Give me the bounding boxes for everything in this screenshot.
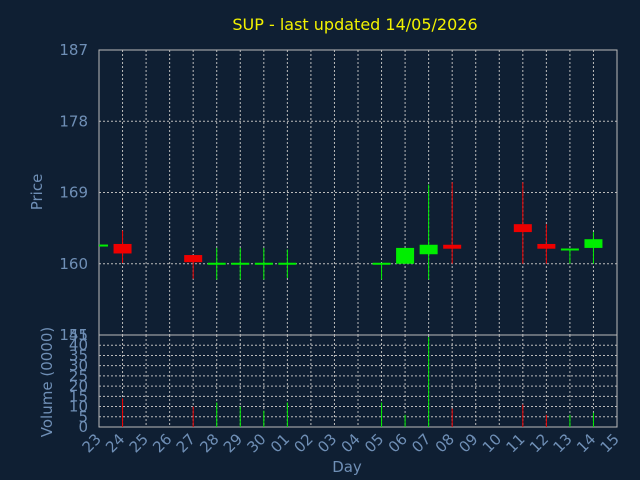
volume-tick-label: 45: [69, 326, 88, 344]
x-axis-label: Day: [332, 458, 362, 476]
volume-tick-label: 15: [69, 387, 88, 405]
volume-tick-label: 10: [69, 398, 88, 416]
x-tick-label: 10: [479, 430, 505, 456]
price-panel: 187 178 169 160 151: [59, 41, 618, 344]
candle-body: [584, 239, 603, 248]
x-tick-label: 11: [502, 430, 528, 456]
x-tick-label: 26: [149, 430, 175, 456]
price-tick-label: 187: [59, 41, 88, 59]
x-tick-label: 14: [573, 430, 599, 456]
volume-tick-label: 30: [69, 357, 88, 375]
candle-body: [537, 243, 556, 249]
x-tick-label: 02: [291, 430, 317, 456]
volume-tick-label: 5: [78, 408, 88, 426]
volume-bars: [122, 337, 594, 427]
candle-body: [560, 248, 579, 251]
price-gridlines: [99, 50, 617, 335]
x-tick-label: 01: [267, 430, 293, 456]
x-tick-label: 08: [432, 430, 458, 456]
x-tick-label: 07: [408, 430, 434, 456]
candles: [99, 182, 603, 280]
price-tick-label: 178: [59, 112, 88, 130]
price-tick-label: 169: [59, 184, 88, 202]
price-tick-labels: 187 178 169 160 151: [59, 41, 88, 344]
candle-body: [396, 247, 415, 264]
chart-title: SUP - last updated 14/05/2026: [232, 15, 477, 34]
candle-body: [231, 262, 250, 265]
volume-gridlines: [99, 335, 617, 427]
x-tick-label: 06: [385, 430, 411, 456]
x-tick-labels: 2324252627282930010203040506070809101112…: [79, 430, 623, 456]
candle-body: [443, 244, 462, 249]
x-tick-label: 04: [338, 430, 364, 456]
x-tick-label: 12: [526, 430, 552, 456]
candle-body: [99, 244, 108, 247]
x-tick-label: 28: [196, 430, 222, 456]
price-tick-label: 151: [59, 326, 88, 344]
volume-axis-label: Volume (0000): [38, 327, 56, 437]
candle-body: [419, 244, 438, 255]
candle-body: [254, 262, 273, 265]
x-tick-label: 05: [361, 430, 387, 456]
x-tick-label: 25: [126, 430, 152, 456]
volume-tick-label: 0: [78, 418, 88, 436]
x-tick-label: 27: [173, 430, 199, 456]
candle-body: [184, 255, 203, 263]
volume-tick-label: 25: [69, 367, 88, 385]
x-tick-label: 03: [314, 430, 340, 456]
x-tick-label: 09: [455, 430, 481, 456]
candle-body: [372, 262, 391, 265]
candle-body: [113, 243, 132, 254]
candle-body: [513, 224, 532, 233]
price-tick-label: 160: [59, 255, 88, 273]
candle-body: [207, 262, 226, 265]
x-tick-label: 13: [550, 430, 576, 456]
volume-tick-label: 35: [69, 346, 88, 364]
x-tick-label: 29: [220, 430, 246, 456]
volume-tick-label: 40: [69, 336, 88, 354]
volume-tick-label: 20: [69, 377, 88, 395]
y-axis-label: Price: [28, 174, 46, 211]
x-tick-label: 24: [102, 430, 128, 456]
candle-body: [278, 262, 297, 265]
x-tick-label: 15: [597, 430, 623, 456]
x-tick-label: 30: [243, 430, 269, 456]
